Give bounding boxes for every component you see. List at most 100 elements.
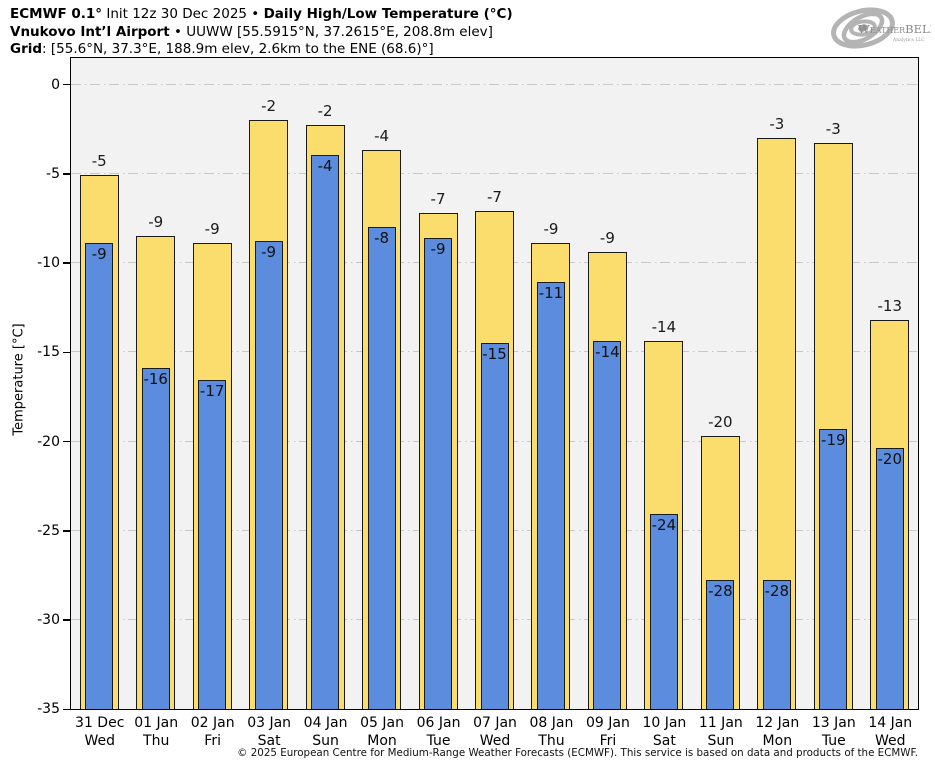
high-temp-value: -2 — [261, 96, 277, 115]
high-temp-value: -9 — [599, 228, 615, 247]
y-tick-mark — [63, 351, 70, 354]
x-tick-date: 06 Jan — [416, 715, 461, 731]
x-tick-label: 13 Jan Tue — [806, 714, 862, 750]
x-tick-label: 12 Jan Mon — [749, 714, 805, 750]
y-tick-mark — [63, 619, 70, 621]
low-temp-value: -4 — [317, 157, 333, 176]
logo-wordmark: WeatherBELL — [858, 22, 931, 36]
x-tick-date: 12 Jan — [755, 715, 800, 731]
low-temp-bar — [480, 342, 509, 709]
x-tick-weekday: Mon — [762, 733, 793, 749]
low-temp-value: -16 — [143, 369, 168, 388]
low-temp-bar — [593, 341, 622, 709]
low-temp-value: -28 — [708, 582, 733, 601]
y-tick-mark — [63, 530, 70, 532]
y-tick-mark — [63, 262, 70, 264]
x-tick-weekday: Mon — [367, 733, 397, 749]
x-tick-label: 05 Jan Mon — [354, 714, 410, 750]
y-tick-label: -35 — [37, 701, 60, 718]
x-tick-label: 07 Jan Wed — [467, 714, 523, 750]
high-temp-value: -13 — [877, 296, 903, 315]
high-temp-value: -14 — [651, 318, 677, 337]
x-tick-weekday: Tue — [821, 733, 846, 749]
x-tick-weekday: Wed — [479, 733, 511, 749]
y-tick-mark — [63, 83, 70, 86]
low-temp-bar — [311, 155, 340, 709]
high-temp-value: -7 — [487, 187, 502, 206]
x-tick-weekday: Sun — [707, 733, 735, 749]
logo-subtext: Analytics LLC — [892, 37, 925, 43]
low-temp-value: -20 — [877, 450, 903, 469]
x-tick-date: 01 Jan — [134, 715, 179, 731]
gridline — [71, 172, 918, 174]
low-temp-value: -8 — [374, 228, 390, 247]
x-tick-weekday: Sat — [652, 733, 676, 749]
x-tick-label: 08 Jan Thu — [523, 714, 579, 750]
low-temp-value: -24 — [651, 516, 677, 535]
x-tick-date: 09 Jan — [585, 715, 630, 731]
low-temp-bar — [875, 448, 904, 709]
high-temp-value: -4 — [374, 127, 390, 146]
x-tick-date: 07 Jan — [473, 715, 517, 731]
grid-coords: : [55.6°N, 37.3°E, 188.9m elev, 2.6km to… — [42, 41, 434, 57]
x-tick-label: 06 Jan Tue — [410, 714, 466, 750]
low-temp-value: -9 — [91, 244, 107, 263]
y-tick-label: -5 — [46, 165, 60, 182]
y-tick-mark — [63, 440, 70, 443]
low-temp-bar — [254, 241, 283, 709]
low-temp-value: -9 — [261, 243, 277, 262]
high-temp-value: -7 — [430, 189, 446, 208]
y-tick-label: 0 — [51, 76, 60, 93]
grid-label: Grid — [10, 41, 43, 57]
high-temp-value: -9 — [543, 219, 559, 238]
low-temp-bar — [198, 380, 227, 709]
x-tick-date: 08 Jan — [529, 715, 574, 731]
x-tick-date: 13 Jan — [811, 715, 856, 731]
chart-header: ECMWF 0.1° Init 12z 30 Dec 2025 • Daily … — [10, 6, 513, 59]
high-temp-value: -9 — [204, 219, 220, 238]
x-tick-label: 09 Jan Fri — [580, 714, 636, 750]
weatherbell-swirl-icon: WeatherBELL Analytics LLC — [831, 7, 935, 49]
x-tick-date: 04 Jan — [303, 715, 348, 731]
x-tick-label: 01 Jan Thu — [128, 714, 184, 750]
low-temp-bar — [141, 367, 170, 709]
x-tick-label: 14 Jan Wed — [862, 714, 918, 750]
station-coords: • UUWW [55.5915°N, 37.2615°E, 208.8m ele… — [169, 23, 493, 40]
high-temp-value: -9 — [148, 212, 164, 231]
x-tick-weekday: Thu — [538, 733, 565, 749]
x-tick-date: 10 Jan — [642, 715, 687, 731]
title-product: Daily High/Low Temperature (°C) — [263, 6, 513, 22]
chart-subtitle-grid: Grid: [55.6°N, 37.3°E, 188.9m elev, 2.6k… — [10, 41, 513, 59]
y-tick-mark — [63, 173, 70, 175]
x-tick-weekday: Wed — [84, 733, 115, 749]
x-tick-label: 02 Jan Fri — [184, 714, 240, 750]
high-temp-value: -5 — [91, 152, 107, 171]
low-temp-bar — [85, 242, 114, 709]
low-temp-value: -9 — [430, 239, 446, 258]
y-tick-label: -20 — [37, 433, 60, 450]
station-name: Vnukovo Int’l Airport — [10, 23, 170, 40]
x-tick-label: 11 Jan Sun — [693, 714, 749, 750]
high-temp-value: -3 — [769, 114, 785, 133]
x-tick-weekday: Sat — [257, 733, 281, 749]
low-temp-value: -19 — [821, 430, 846, 449]
x-tick-date: 31 Dec — [75, 715, 125, 731]
y-tick-mark — [63, 708, 70, 711]
x-tick-weekday: Fri — [204, 733, 221, 749]
y-tick-label: -10 — [37, 255, 60, 272]
weatherbell-logo: WeatherBELL Analytics LLC — [831, 2, 935, 54]
low-temp-bar — [819, 428, 848, 709]
x-tick-label: 03 Jan Sat — [241, 714, 297, 750]
low-temp-bar — [706, 580, 735, 709]
x-tick-date: 14 Jan — [868, 715, 913, 731]
low-temp-value: -17 — [199, 382, 225, 401]
x-tick-weekday: Fri — [599, 733, 617, 749]
high-temp-value: -20 — [708, 412, 733, 431]
x-tick-date: 11 Jan — [698, 715, 743, 731]
low-temp-bar — [762, 580, 791, 709]
x-tick-weekday: Tue — [426, 733, 451, 749]
chart-subtitle-station: Vnukovo Int’l Airport • UUWW [55.5915°N,… — [10, 24, 513, 42]
x-tick-weekday: Thu — [143, 733, 170, 749]
x-tick-label: 04 Jan Sun — [297, 714, 353, 750]
